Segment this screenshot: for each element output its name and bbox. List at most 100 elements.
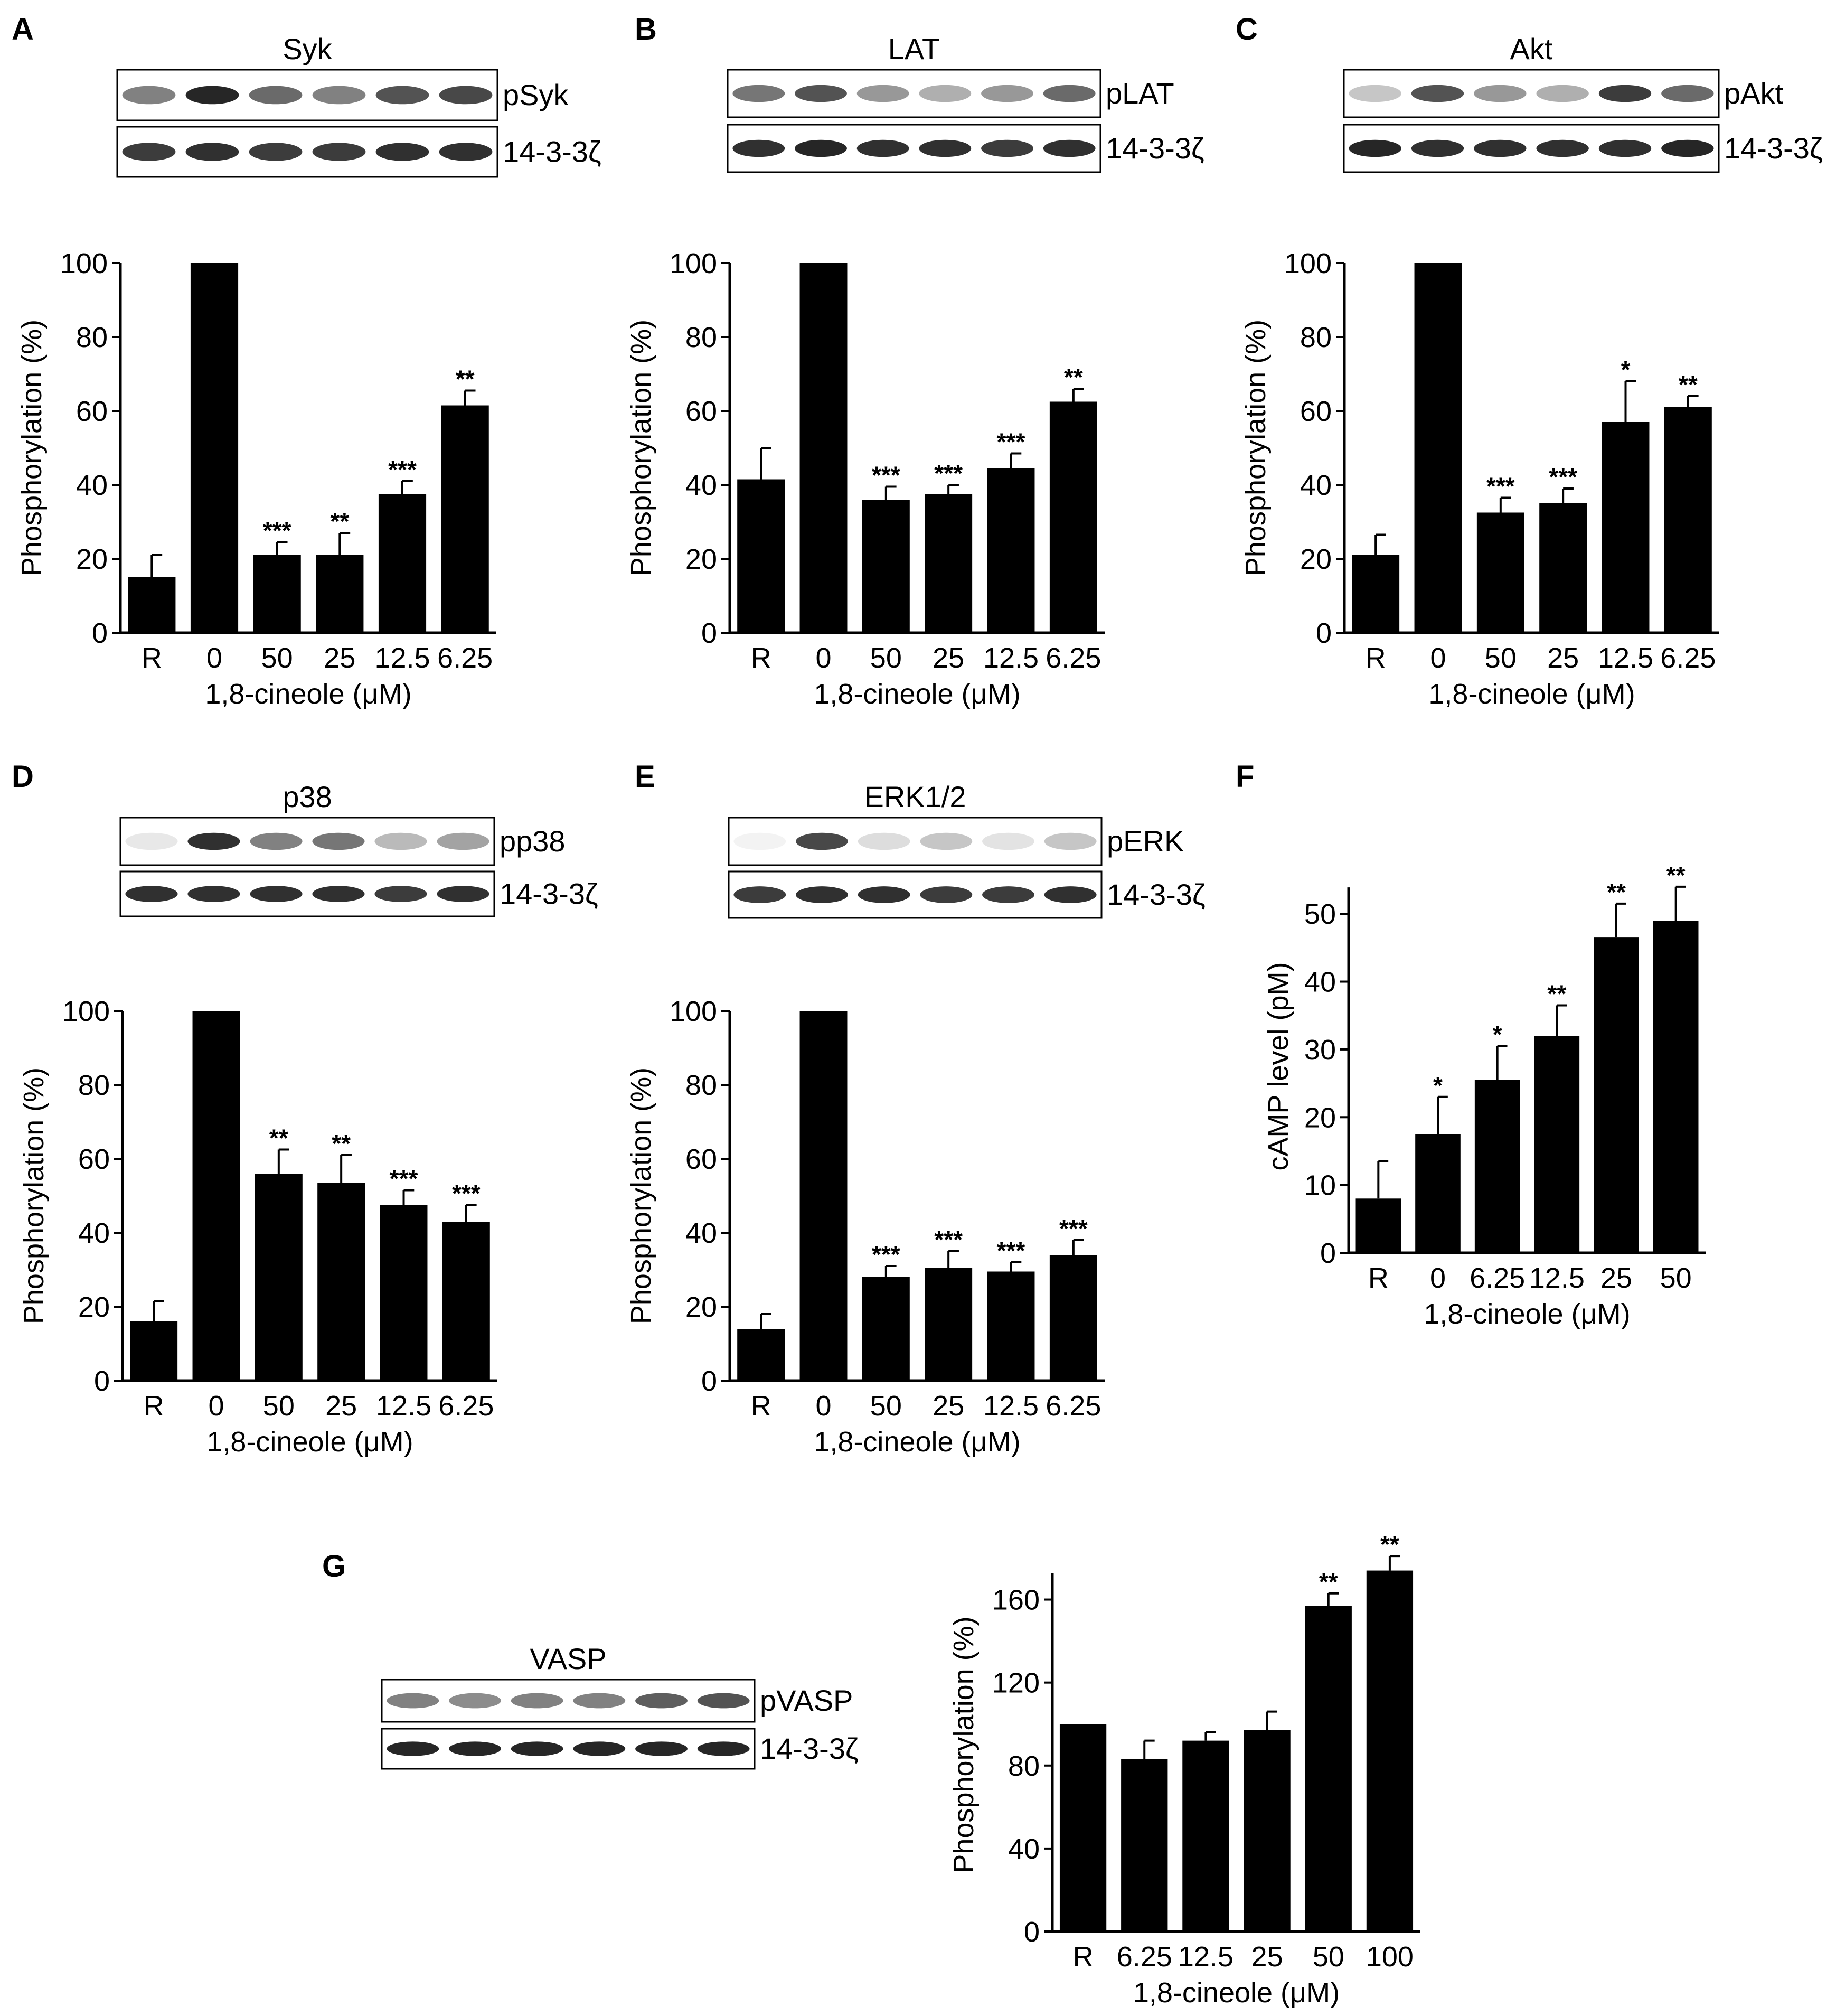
blot-band-C-1-3	[1474, 85, 1527, 102]
significance-label-B-5: ***	[997, 428, 1025, 456]
blot-title-E: ERK1/2	[864, 780, 966, 813]
significance-label-E-4: ***	[934, 1226, 963, 1253]
bar-G-2	[1121, 1759, 1168, 1931]
y-tick-label-G-2: 80	[1008, 1750, 1040, 1782]
x-tick-label-E-2: 0	[815, 1390, 831, 1422]
bar-D-4	[317, 1183, 365, 1381]
y-tick-label-A-5: 100	[60, 248, 108, 279]
x-tick-label-C-6: 6.25	[1660, 642, 1716, 674]
blot-band-B-1-1	[732, 85, 785, 102]
y-tick-label-G-0: 0	[1024, 1916, 1040, 1948]
x-tick-label-F-2: 0	[1430, 1262, 1446, 1294]
x-axis-title-B: 1,8-cineole (μM)	[814, 678, 1020, 710]
y-tick-label-F-3: 30	[1304, 1034, 1336, 1066]
blot-title-B: LAT	[888, 32, 940, 65]
blot-title-C: Akt	[1510, 32, 1553, 65]
blot-band-C-2-2	[1411, 139, 1464, 157]
x-tick-label-A-3: 50	[261, 642, 293, 674]
significance-label-C-6: **	[1679, 371, 1698, 398]
blot-band-D-1-4	[312, 832, 365, 850]
significance-label-E-3: ***	[872, 1241, 900, 1268]
x-tick-label-C-5: 12.5	[1598, 642, 1653, 674]
x-tick-label-A-6: 6.25	[437, 642, 493, 674]
bar-E-5	[987, 1271, 1035, 1381]
bar-F-6	[1653, 921, 1699, 1253]
y-tick-label-F-4: 40	[1304, 967, 1336, 998]
x-axis-title-C: 1,8-cineole (μM)	[1428, 678, 1635, 710]
blot-band-D-1-3	[250, 832, 303, 850]
significance-label-F-4: **	[1547, 980, 1566, 1007]
blot-row-label-C-1: pAkt	[1724, 77, 1783, 110]
y-axis-title-B: Phosphorylation (%)	[625, 320, 657, 576]
blot-strip-A-1	[116, 69, 498, 121]
y-tick-label-E-5: 100	[670, 996, 717, 1027]
y-tick-label-E-4: 80	[685, 1070, 717, 1101]
bar-G-1	[1059, 1724, 1107, 1931]
significance-label-C-4: ***	[1549, 463, 1577, 491]
x-tick-label-C-4: 25	[1547, 642, 1579, 674]
blot-title-A: Syk	[283, 32, 332, 65]
blot-band-D-1-2	[187, 832, 240, 850]
blot-band-B-1-6	[1043, 85, 1096, 102]
blot-row-label-A-2: 14-3-3ζ	[503, 135, 601, 168]
bar-E-2	[799, 1011, 848, 1381]
panel-letter-A: A	[12, 12, 34, 46]
bar-A-2	[190, 263, 239, 633]
x-tick-label-G-5: 50	[1313, 1941, 1344, 1973]
blot-band-E-2-1	[733, 886, 786, 903]
blot-band-B-2-6	[1043, 139, 1096, 157]
blot-band-G-1-6	[697, 1693, 750, 1709]
blot-band-C-2-1	[1349, 139, 1401, 157]
blot-band-E-1-2	[796, 832, 848, 850]
significance-label-F-2: *	[1433, 1072, 1443, 1099]
x-tick-label-G-2: 6.25	[1117, 1941, 1172, 1973]
y-tick-label-E-1: 20	[685, 1291, 717, 1323]
panel-letter-C: C	[1236, 12, 1258, 46]
blot-band-A-1-3	[249, 86, 303, 105]
significance-label-A-3: ***	[263, 517, 291, 545]
panel-letter-D: D	[12, 759, 34, 794]
bar-C-4	[1539, 503, 1587, 633]
bar-B-6	[1049, 401, 1097, 633]
blot-band-E-2-4	[920, 886, 973, 903]
y-tick-label-C-1: 20	[1300, 543, 1332, 575]
significance-label-A-4: **	[330, 508, 349, 535]
x-tick-label-D-4: 25	[325, 1390, 357, 1422]
bar-G-5	[1305, 1606, 1352, 1931]
bar-G-4	[1244, 1730, 1291, 1931]
blot-row-label-A-1: pSyk	[503, 78, 569, 111]
panel-letter-E: E	[635, 759, 655, 794]
blot-band-E-2-6	[1044, 886, 1097, 903]
y-tick-label-G-4: 160	[992, 1584, 1040, 1616]
blot-band-C-2-3	[1474, 139, 1527, 157]
y-tick-label-D-5: 100	[62, 996, 110, 1027]
bar-F-1	[1355, 1198, 1401, 1253]
blot-band-G-1-5	[635, 1693, 688, 1709]
panel-letter-B: B	[635, 12, 657, 46]
x-tick-label-B-6: 6.25	[1046, 642, 1101, 674]
blot-strip-A-2	[116, 126, 498, 178]
y-axis-title-D: Phosphorylation (%)	[18, 1067, 50, 1324]
bar-B-4	[925, 494, 973, 633]
blot-strip-D-1	[119, 817, 495, 866]
bar-A-6	[441, 405, 489, 633]
blot-band-A-2-2	[185, 143, 239, 161]
blot-band-D-2-4	[312, 886, 365, 902]
x-tick-label-C-3: 50	[1485, 642, 1517, 674]
y-tick-label-B-4: 80	[685, 322, 717, 353]
x-tick-label-G-3: 12.5	[1178, 1941, 1234, 1973]
y-tick-label-D-0: 0	[94, 1365, 110, 1397]
significance-label-B-6: **	[1064, 363, 1083, 391]
y-tick-label-E-0: 0	[701, 1365, 717, 1397]
y-tick-label-A-0: 0	[92, 617, 108, 649]
blot-band-D-1-1	[125, 832, 178, 850]
bar-E-1	[737, 1329, 785, 1381]
blot-band-A-2-4	[312, 143, 366, 161]
y-axis-title-G: Phosphorylation (%)	[948, 1616, 980, 1873]
blot-row-label-C-2: 14-3-3ζ	[1724, 132, 1823, 165]
y-tick-label-D-3: 60	[78, 1143, 110, 1175]
blot-band-B-2-1	[732, 139, 785, 157]
x-tick-label-C-2: 0	[1430, 642, 1446, 674]
bar-D-5	[380, 1205, 428, 1381]
x-axis-title-E: 1,8-cineole (μM)	[814, 1426, 1020, 1458]
